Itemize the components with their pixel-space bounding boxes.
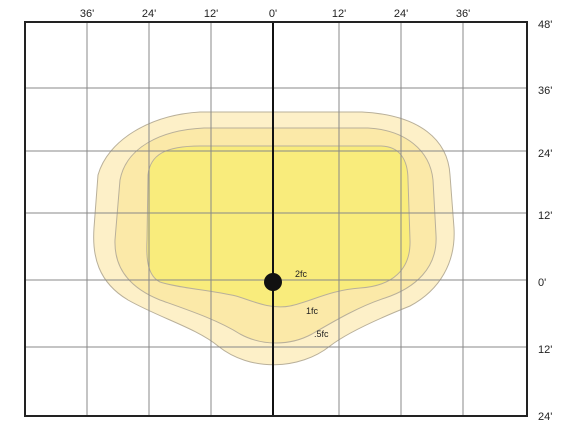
label-2fc: 2fc — [295, 269, 308, 279]
top-tick-label: 12' — [332, 8, 346, 20]
plot-frame — [24, 21, 528, 417]
label-05fc: .5fc — [314, 329, 329, 339]
right-tick-label: 0' — [538, 277, 546, 289]
right-tick-label: 48' — [538, 19, 552, 31]
top-tick-label: 0' — [269, 8, 277, 20]
top-tick-label: 36' — [456, 8, 470, 20]
label-1fc: 1fc — [306, 306, 319, 316]
right-tick-label: 12' — [538, 210, 552, 222]
light-fixture-marker — [264, 273, 282, 291]
right-tick-label: 36' — [538, 85, 552, 97]
right-tick-label: 24' — [538, 411, 552, 421]
right-axis-labels: 48' 36' 24' 12' 0' 12' 24' — [538, 19, 552, 423]
contour-2fc — [146, 145, 411, 308]
top-tick-label: 24' — [142, 8, 156, 20]
top-tick-label: 12' — [204, 8, 218, 20]
right-tick-label: 12' — [538, 344, 552, 356]
top-tick-label: 36' — [80, 8, 94, 20]
right-tick-label: 24' — [538, 148, 552, 160]
top-axis-labels: 36' 24' 12' 0' 12' 24' 36' — [80, 8, 470, 20]
top-tick-label: 24' — [394, 8, 408, 20]
